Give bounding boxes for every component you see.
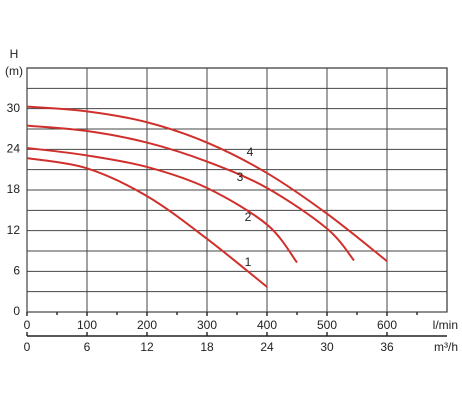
y-tick-label: 18	[7, 182, 21, 196]
y-tick-label: 24	[7, 142, 21, 156]
y-tick-label: 12	[7, 223, 21, 237]
x-tick-label: 600	[377, 318, 397, 332]
x2-tick-label: 6	[84, 340, 91, 354]
y-tick-label: 0	[13, 304, 20, 318]
curve-label: 2	[245, 210, 252, 224]
x2-tick-label: 0	[24, 340, 31, 354]
x2-axis-label: m³/h	[434, 340, 458, 354]
y-axis-unit: (m)	[5, 64, 23, 78]
pump-curve	[26, 157, 268, 288]
y-tick-label: 6	[13, 264, 20, 278]
x2-tick-label: 24	[260, 340, 274, 354]
x-tick-label: 0	[24, 318, 31, 332]
x2-tick-label: 18	[200, 340, 214, 354]
x2-tick-label: 30	[320, 340, 334, 354]
pump-curve	[26, 146, 298, 264]
y-axis-label: H	[10, 47, 19, 61]
x2-tick-label: 36	[380, 340, 394, 354]
x-tick-label: 400	[257, 318, 277, 332]
x-tick-label: 100	[77, 318, 97, 332]
x-axis-label: l/min	[433, 318, 458, 332]
curve-label: 3	[237, 170, 244, 184]
x-tick-label: 200	[137, 318, 157, 332]
pump-curve	[26, 105, 388, 262]
pump-curve	[26, 124, 355, 262]
x2-tick-label: 12	[140, 340, 154, 354]
y-tick-label: 30	[7, 101, 21, 115]
x-tick-label: 300	[197, 318, 217, 332]
curve-label: 1	[245, 255, 252, 269]
x-tick-label: 500	[317, 318, 337, 332]
curve-label: 4	[247, 145, 254, 159]
